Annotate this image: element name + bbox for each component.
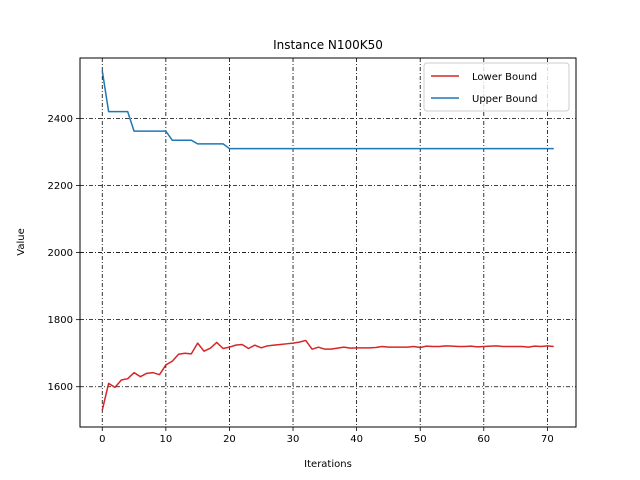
legend-label-upper-bound: Upper Bound — [472, 94, 537, 105]
x-tick-label: 40 — [350, 434, 363, 445]
x-tick-label: 60 — [477, 434, 490, 445]
legend: Lower Bound Upper Bound — [423, 62, 570, 112]
x-tick-label: 50 — [414, 434, 427, 445]
x-tick-label: 0 — [99, 434, 105, 445]
x-tick-label: 20 — [223, 434, 236, 445]
ticks: 0 10 20 30 40 50 60 70 1600 1800 2000 2200 2400 — [48, 114, 554, 445]
y-tick-label: 1600 — [48, 382, 73, 393]
grid — [80, 58, 576, 427]
x-tick-label: 30 — [287, 434, 300, 445]
x-tick-label: 10 — [159, 434, 172, 445]
y-tick-label: 1800 — [48, 315, 73, 326]
y-tick-label: 2400 — [48, 114, 73, 125]
y-tick-label: 2200 — [48, 181, 73, 192]
legend-label-lower-bound: Lower Bound — [472, 72, 537, 83]
series-layer — [101, 70, 554, 411]
series-line-lower-bound — [101, 339, 554, 411]
legend-box — [423, 62, 570, 112]
y-tick-label: 2000 — [48, 248, 73, 259]
x-tick-label: 70 — [541, 434, 554, 445]
series-line-upper-bound — [101, 70, 554, 150]
y-axis-label: Value — [16, 228, 27, 255]
x-axis-label: Iterations — [304, 459, 352, 470]
plot-frame — [79, 57, 577, 428]
chart-title: Instance N100K50 — [273, 38, 383, 52]
